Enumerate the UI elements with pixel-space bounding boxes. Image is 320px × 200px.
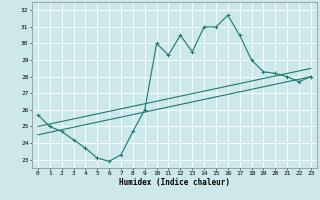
X-axis label: Humidex (Indice chaleur): Humidex (Indice chaleur) [119, 178, 230, 187]
